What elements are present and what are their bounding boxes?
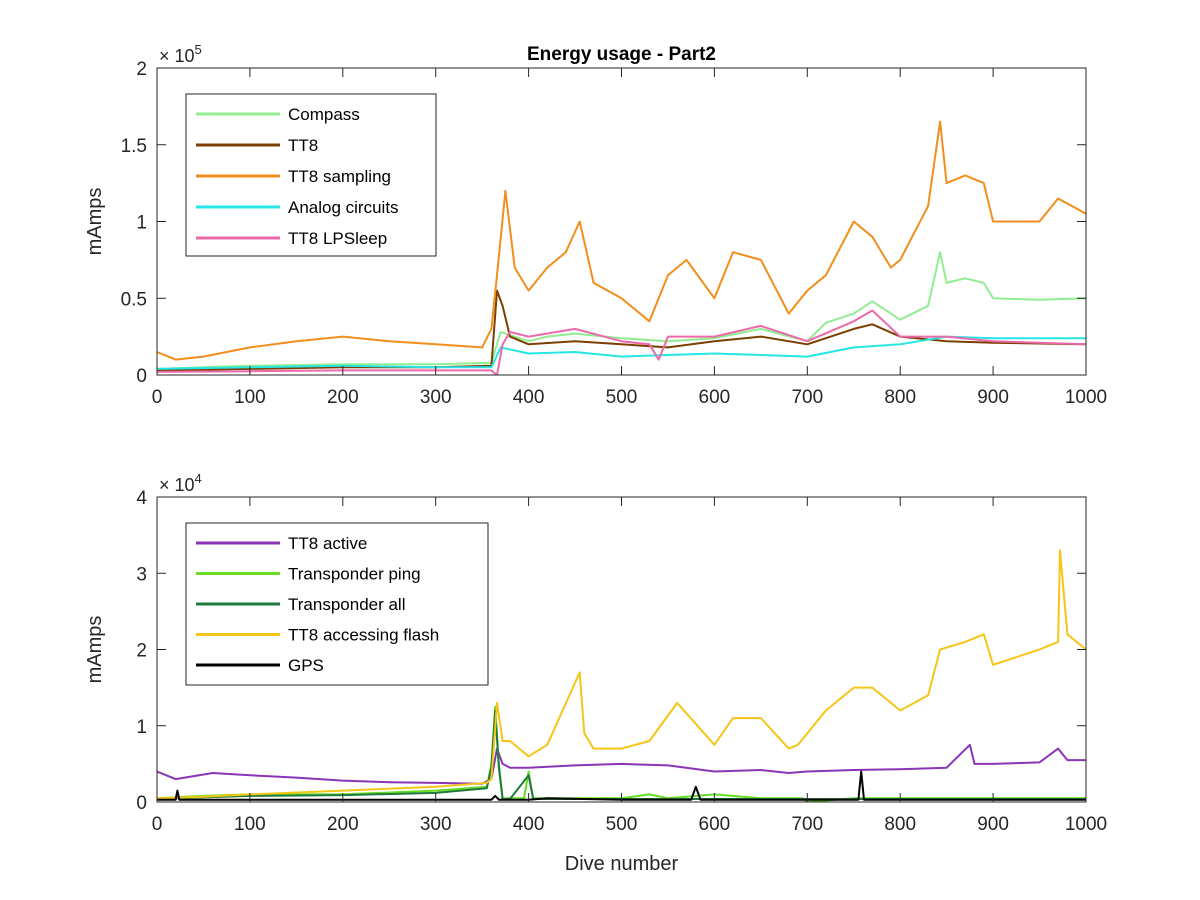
legend-label-tt8-lpsleep: TT8 LPSleep — [288, 229, 387, 248]
legend: TT8 active Transponder ping Transponder al… — [185, 522, 489, 686]
legend-label-transponder-ping: Transponder ping — [288, 565, 421, 584]
y-tick-label: 3 — [136, 564, 147, 585]
x-tick-label: 1000 — [1065, 814, 1107, 835]
y-tick-label: 1 — [136, 213, 147, 234]
x-tick-label: 400 — [513, 387, 545, 408]
series-lines — [157, 549, 1086, 802]
y-tick-label: 1.5 — [121, 136, 147, 157]
chart-title: Energy usage - Part2 — [527, 44, 716, 65]
x-tick-label: 100 — [234, 387, 266, 408]
x-tick-label: 600 — [699, 814, 731, 835]
y-tick-label: 2 — [136, 59, 147, 80]
x-tick-label: 700 — [791, 387, 823, 408]
series-line-tt8-accessing-flash — [157, 549, 1086, 800]
series-line-analog-circuits — [157, 335, 1086, 370]
y-tick-label: 2 — [136, 641, 147, 662]
x-tick-label: 200 — [327, 387, 359, 408]
y-axis-label: mAmps — [84, 188, 106, 256]
x-axis-label: Dive number — [565, 853, 679, 875]
y-exponent-label: × 104 — [159, 471, 202, 495]
x-tick-label: 100 — [234, 814, 266, 835]
legend-label-analog-circuits: Analog circuits — [288, 198, 399, 217]
x-tick-label: 500 — [606, 387, 638, 408]
x-tick-label: 500 — [606, 814, 638, 835]
legend-label-tt8-sampling: TT8 sampling — [288, 167, 391, 186]
x-tick-label: 300 — [420, 387, 452, 408]
y-tick-label: 0.5 — [121, 289, 147, 310]
x-tick-label: 900 — [977, 387, 1009, 408]
x-tick-label: 400 — [513, 814, 545, 835]
y-tick-label: 0 — [136, 366, 147, 387]
x-tick-label: 600 — [699, 387, 731, 408]
x-tick-label: 0 — [152, 814, 163, 835]
legend-label-transponder-all: Transponder all — [288, 595, 406, 614]
series-line-tt8-lpsleep — [157, 309, 1086, 375]
x-tick-label: 700 — [791, 814, 823, 835]
x-tick-label: 200 — [327, 814, 359, 835]
bottom-plot: 0 100 200 300 400 500 600 700 800 900 1000 0 1 2 3 4 × 1… — [84, 471, 1107, 875]
y-axis-label: mAmps — [84, 616, 106, 684]
legend: Compass TT8 TT8 sampling Analog circuits TT8… — [185, 93, 437, 257]
legend-label-compass: Compass — [288, 105, 360, 124]
top-plot: 0 100 200 300 400 500 600 700 800 900 1000 0 0.5 1 1.5… — [84, 42, 1107, 408]
x-tick-label: 300 — [420, 814, 452, 835]
legend-label-gps: GPS — [288, 656, 324, 675]
x-tick-label: 0 — [152, 387, 163, 408]
x-tick-label: 800 — [884, 387, 916, 408]
series-line-compass — [157, 251, 1086, 370]
series-line-tt8-sampling — [157, 120, 1086, 361]
series-line-gps — [157, 770, 1086, 801]
legend-label-tt8-accessing-flash: TT8 accessing flash — [288, 626, 439, 645]
legend-label-tt8-active: TT8 active — [288, 534, 367, 553]
y-tick-label: 0 — [136, 793, 147, 814]
y-tick-label: 1 — [136, 717, 147, 738]
x-tick-label: 900 — [977, 814, 1009, 835]
x-tick-label: 1000 — [1065, 387, 1107, 408]
x-tick-label: 800 — [884, 814, 916, 835]
series-lines — [157, 120, 1086, 375]
series-line-tt8-active — [157, 743, 1086, 785]
legend-label-tt8: TT8 — [288, 136, 318, 155]
y-tick-label: 4 — [136, 488, 147, 509]
y-exponent-label: × 105 — [159, 42, 202, 66]
